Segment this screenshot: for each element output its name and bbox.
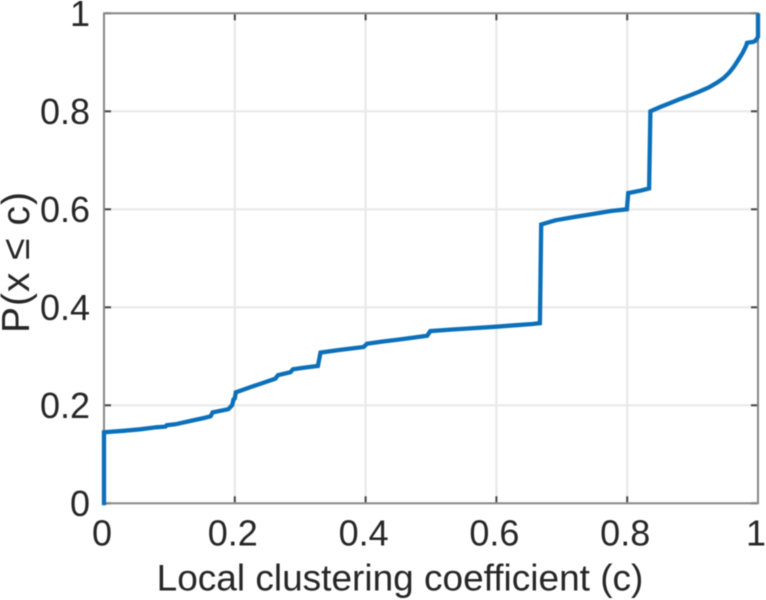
svg-text:0.8: 0.8 (600, 513, 650, 554)
svg-text:0.2: 0.2 (208, 513, 258, 554)
svg-text:Local clustering coefficient (: Local clustering coefficient (c) (157, 558, 644, 599)
svg-text:0.2: 0.2 (40, 385, 90, 426)
svg-text:1: 1 (70, 0, 90, 34)
svg-text:0: 0 (70, 483, 90, 524)
svg-text:0.6: 0.6 (469, 513, 519, 554)
svg-text:0.4: 0.4 (339, 513, 389, 554)
svg-text:0.6: 0.6 (40, 189, 90, 230)
svg-text:1: 1 (746, 513, 766, 554)
svg-text:0.8: 0.8 (40, 91, 90, 132)
svg-text:P(x ≤ c): P(x ≤ c) (0, 191, 38, 333)
svg-text:0: 0 (92, 513, 112, 554)
svg-text:0.4: 0.4 (40, 287, 90, 328)
